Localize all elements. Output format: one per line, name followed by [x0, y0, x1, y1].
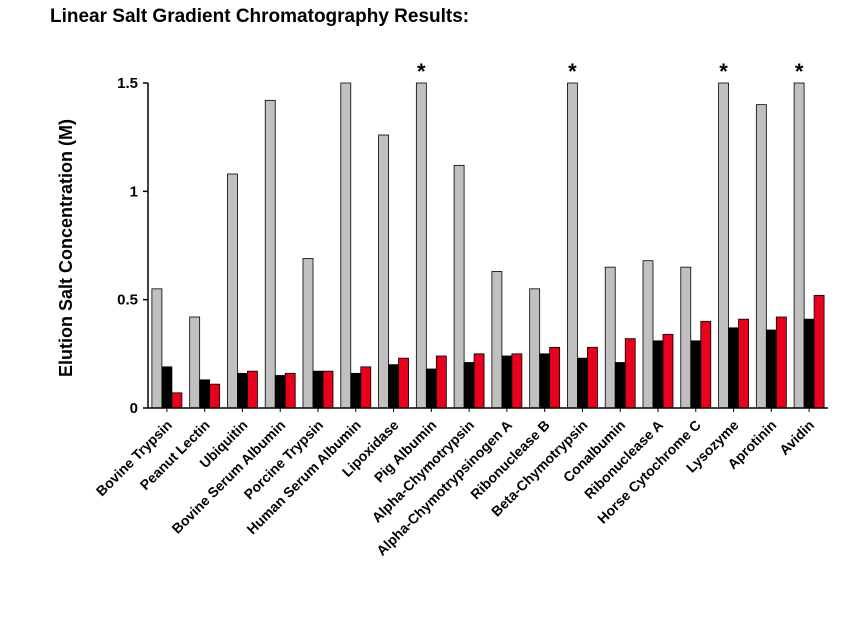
annotation-star-avidin: *: [795, 59, 804, 84]
bar-red-bovine-serum-albumin: [284, 372, 296, 409]
bar-gray-bovine-trypsin: [151, 288, 163, 409]
chart-axes: [143, 82, 828, 412]
bar-gray-aprotinin: [755, 104, 767, 409]
bar-black-bovine-serum-albumin: [274, 375, 286, 409]
y-axis-title: Elution Salt Concentration (M): [56, 119, 76, 377]
annotation-star-beta-chymotrypsin: *: [568, 59, 577, 84]
bar-black-horse-cytochrome-c: [690, 340, 702, 409]
bar-gray-peanut-lectin: [189, 316, 201, 409]
bar-gray-porcine-trypsin: [302, 258, 314, 409]
y-tick-label: 0: [130, 400, 138, 417]
bar-black-conalbumin: [614, 362, 626, 409]
bar-red-aprotinin: [775, 316, 787, 409]
bar-black-ubiquitin: [237, 372, 248, 409]
bar-gray-ubiquitin: [227, 173, 238, 409]
bar-gray-lysozyme: [718, 82, 729, 409]
y-tick-label: 1: [130, 183, 138, 200]
bar-gray-conalbumin: [604, 266, 616, 409]
bar-black-bovine-trypsin: [161, 366, 173, 409]
bar-red-beta-chymotrypsin: [587, 346, 598, 409]
bar-black-porcine-trypsin: [312, 370, 324, 409]
bar-gray-horse-cytochrome-c: [680, 266, 692, 409]
bar-gray-bovine-serum-albumin: [264, 99, 276, 409]
bar-black-human-serum-albumin: [350, 372, 362, 409]
bar-red-lipoxidase: [398, 357, 409, 409]
bar-black-aprotinin: [765, 329, 777, 409]
bar-red-ubiquitin: [247, 370, 258, 409]
bar-red-bovine-trypsin: [171, 392, 183, 409]
bar-gray-pig-albumin: [415, 82, 427, 409]
bar-red-lysozyme: [738, 318, 749, 409]
x-tick-label-avidin: Avidin: [776, 417, 817, 458]
bar-red-alpha-chymotrypsinogen-a: [511, 353, 523, 409]
bar-gray-alpha-chymotrypsinogen-a: [491, 271, 503, 409]
chart-title: Linear Salt Gradient Chromatography Resu…: [50, 6, 470, 27]
bar-red-conalbumin: [624, 338, 636, 409]
bar-red-porcine-trypsin: [322, 370, 334, 409]
bar-black-alpha-chymotrypsinogen-a: [501, 355, 513, 409]
bar-black-pig-albumin: [425, 368, 437, 409]
bar-red-human-serum-albumin: [360, 366, 372, 409]
bar-black-lysozyme: [728, 327, 739, 409]
y-tick-label: 1.5: [117, 75, 138, 92]
bar-black-beta-chymotrypsin: [577, 357, 588, 409]
bar-gray-beta-chymotrypsin: [567, 82, 578, 409]
bar-red-avidin: [813, 294, 825, 409]
annotation-star-pig-albumin: *: [417, 59, 426, 84]
bar-red-alpha-chymotrypsin: [473, 353, 485, 409]
bar-black-ribonuclease-b: [539, 353, 551, 409]
bar-red-ribonuclease-b: [549, 346, 561, 409]
chart-marks: [151, 82, 825, 409]
bar-black-ribonuclease-a: [652, 340, 664, 409]
annotation-star-lysozyme: *: [719, 59, 728, 84]
bar-black-alpha-chymotrypsin: [463, 362, 475, 409]
bar-gray-avidin: [793, 82, 805, 409]
bar-red-peanut-lectin: [209, 383, 221, 409]
bar-black-lipoxidase: [388, 364, 399, 409]
bar-gray-alpha-chymotrypsin: [453, 164, 465, 409]
bar-red-ribonuclease-a: [662, 333, 674, 409]
bar-black-avidin: [803, 318, 815, 409]
bar-gray-lipoxidase: [378, 134, 389, 409]
bar-red-pig-albumin: [435, 355, 447, 409]
bar-gray-ribonuclease-a: [642, 260, 654, 409]
bar-gray-ribonuclease-b: [529, 288, 541, 409]
bar-black-peanut-lectin: [199, 379, 211, 409]
y-tick-label: 0.5: [117, 292, 138, 309]
bar-red-horse-cytochrome-c: [700, 320, 712, 409]
bar-gray-human-serum-albumin: [340, 82, 352, 409]
